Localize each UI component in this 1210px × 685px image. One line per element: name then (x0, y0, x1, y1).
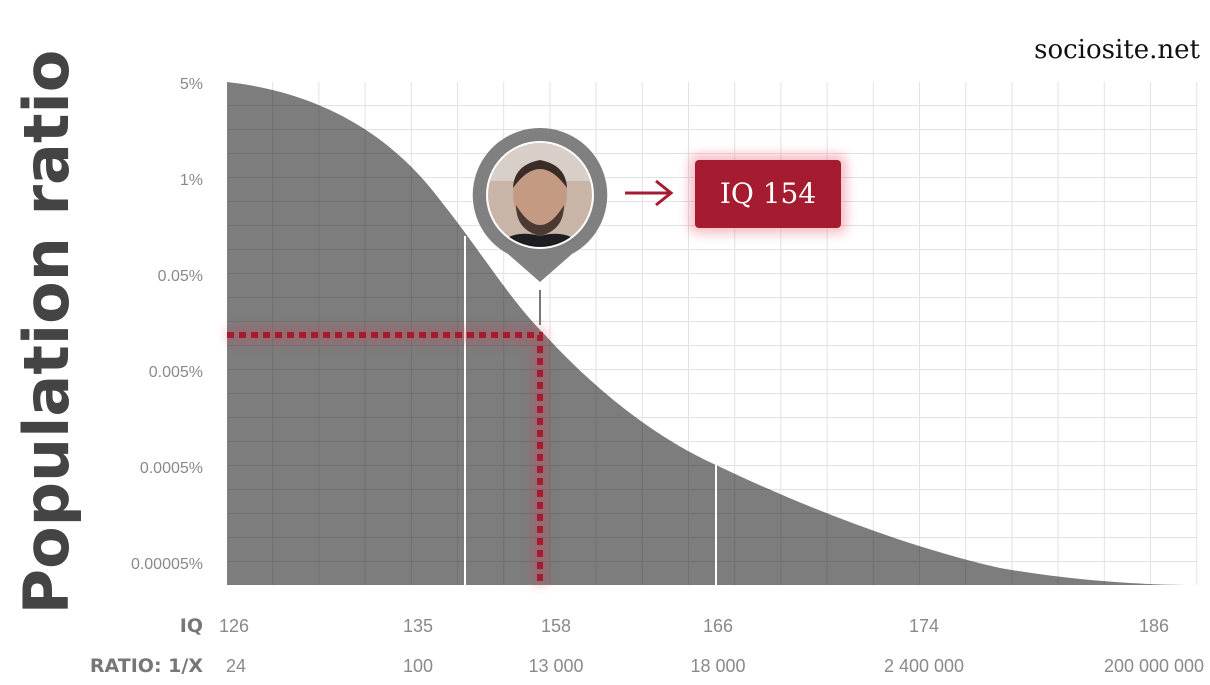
badge (695, 160, 841, 228)
badge-text: IQ 154 (720, 177, 816, 210)
site-name: sociosite.net (1034, 35, 1200, 65)
iq-value: 166 (703, 616, 733, 636)
iq-value: 186 (1139, 616, 1169, 636)
ratio-value: 2 400 000 (884, 656, 964, 676)
portrait-pin (472, 127, 608, 282)
iq-indicator (227, 290, 546, 585)
ratio-value: 200 000 000 (1104, 656, 1204, 676)
y-axis-label: 0.05% (158, 268, 203, 285)
ratio-value: 18 000 (690, 656, 745, 676)
arrow (625, 179, 674, 207)
y-axis-label: 0.0005% (140, 460, 203, 477)
y-axis-title: Population ratio (10, 50, 83, 615)
iq-value: 126 (219, 616, 249, 636)
ratio-value: 13 000 (528, 656, 583, 676)
x-axis-labels: IQ RATIO: 1/X 126 135 158 166 174 186 24 100 13 00… (90, 615, 1204, 677)
iq-value: 135 (403, 616, 433, 636)
ratio-row-label: RATIO: 1/X (90, 655, 203, 677)
iq-value: 158 (541, 616, 571, 636)
ratio-value: 100 (403, 656, 433, 676)
iq-value: 174 (909, 616, 939, 636)
y-axis-labels: 5% 1% 0.05% 0.005% 0.0005% 0.00005% (131, 76, 203, 573)
y-axis-label: 0.00005% (131, 556, 203, 573)
iq-row-label: IQ (180, 615, 203, 637)
ratio-value: 24 (226, 656, 246, 676)
y-axis-label: 0.005% (149, 364, 203, 381)
y-axis-label: 1% (180, 172, 203, 189)
y-axis-label: 5% (180, 76, 203, 93)
